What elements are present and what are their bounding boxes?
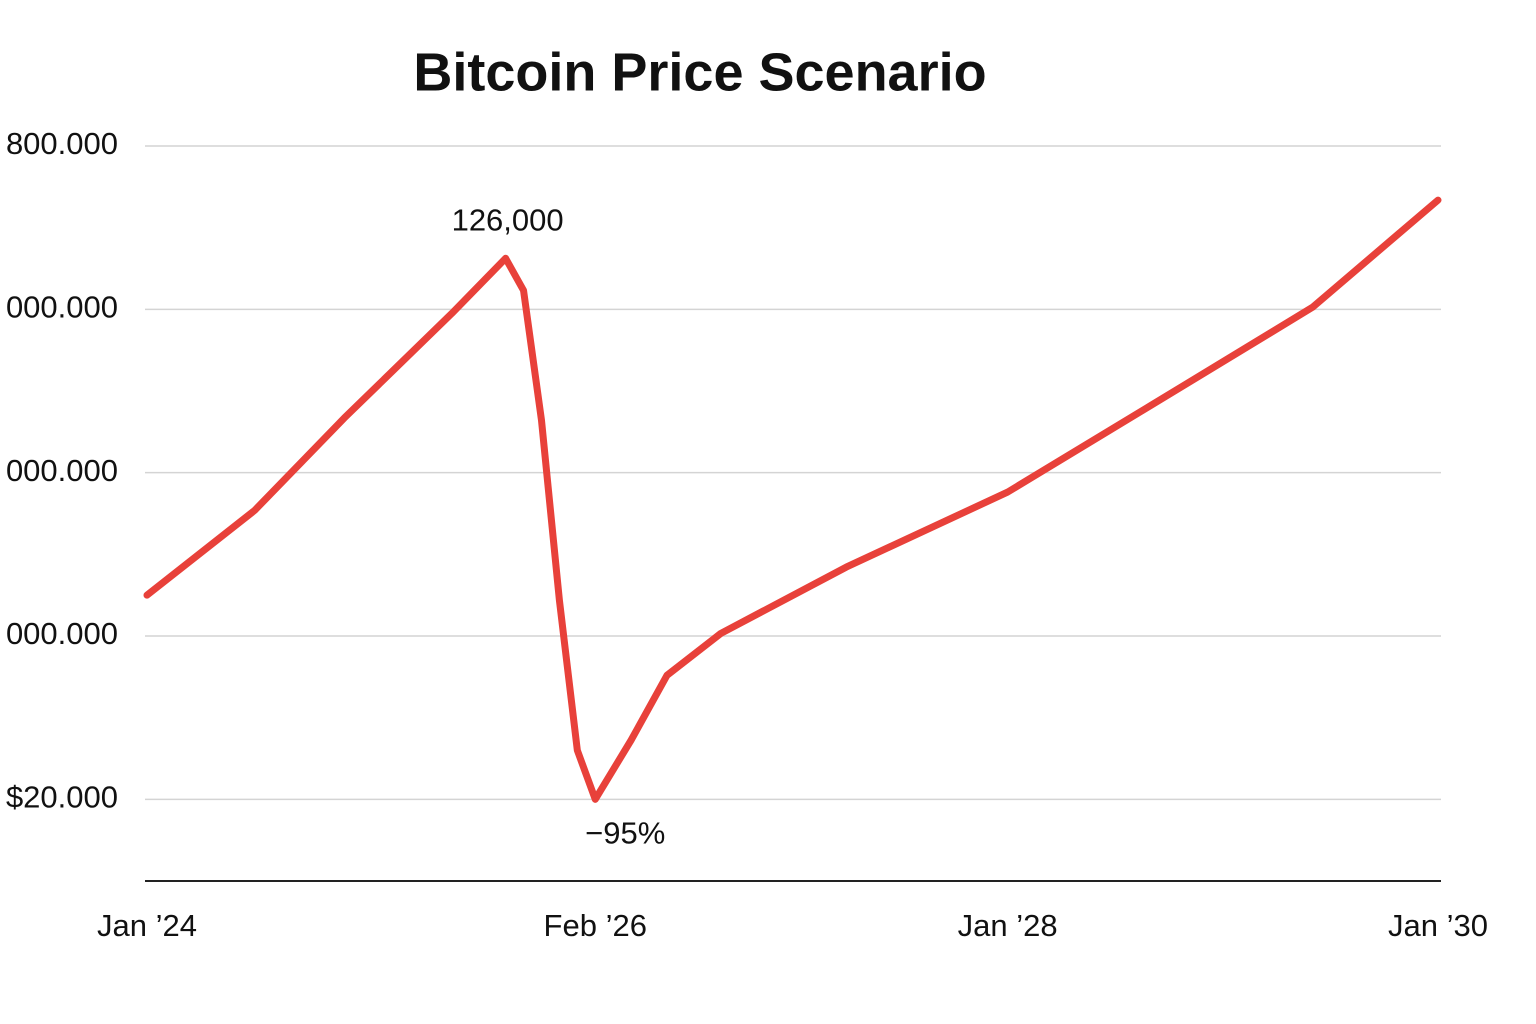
y-tick-label: 000.000 — [6, 616, 118, 651]
price-line — [143, 196, 1442, 803]
y-tick-label: 000.000 — [6, 453, 118, 488]
y-tick-label: 000.000 — [6, 290, 118, 325]
y-tick-label: $20.000 — [6, 780, 118, 815]
chart-title: Bitcoin Price Scenario — [413, 42, 986, 102]
y-tick-label: 800.000 — [6, 126, 118, 161]
x-tick-label: Feb ’26 — [544, 908, 647, 943]
annotation: −95% — [585, 816, 665, 851]
x-tick-label: Jan ’30 — [1388, 908, 1488, 943]
x-tick-label: Jan ’28 — [958, 908, 1058, 943]
annotation: 126,000 — [452, 202, 564, 237]
x-tick-label: Jan ’24 — [97, 908, 197, 943]
